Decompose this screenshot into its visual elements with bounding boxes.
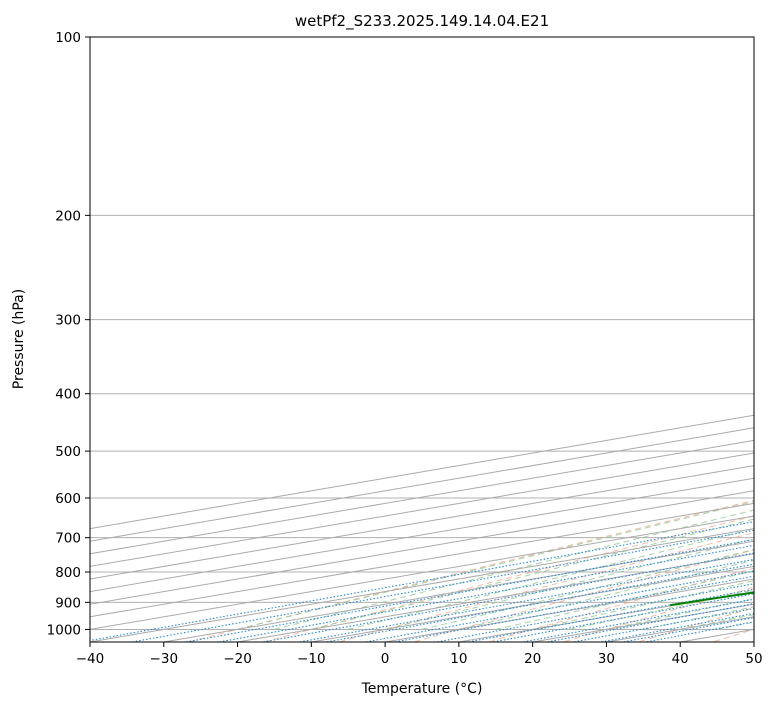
x-tick-label: 50 — [745, 651, 762, 667]
x-tick-label: 0 — [381, 651, 390, 667]
y-tick-label: 300 — [55, 313, 81, 329]
x-tick-label: 30 — [598, 651, 615, 667]
x-tick-label: 20 — [524, 651, 541, 667]
y-tick-label: 500 — [55, 444, 81, 460]
x-tick-label: −20 — [223, 651, 252, 667]
y-tick-label: 1000 — [47, 622, 81, 638]
y-tick-label: 400 — [55, 387, 81, 403]
chart-title: wetPf2_S233.2025.149.14.04.E21 — [295, 12, 549, 31]
x-tick-label: −30 — [150, 651, 179, 667]
y-tick-label: 600 — [55, 491, 81, 507]
y-tick-label: 700 — [55, 531, 81, 547]
y-tick-label: 200 — [55, 208, 81, 224]
y-tick-label: 100 — [55, 30, 81, 46]
x-axis-label: Temperature (°C) — [361, 681, 483, 697]
x-tick-label: −10 — [297, 651, 326, 667]
x-tick-label: 10 — [450, 651, 467, 667]
y-tick-label: 800 — [55, 565, 81, 581]
y-tick-label: 900 — [55, 595, 81, 611]
x-tick-label: −40 — [76, 651, 105, 667]
x-tick-label: 40 — [672, 651, 689, 667]
y-axis-label: Pressure (hPa) — [11, 289, 27, 389]
